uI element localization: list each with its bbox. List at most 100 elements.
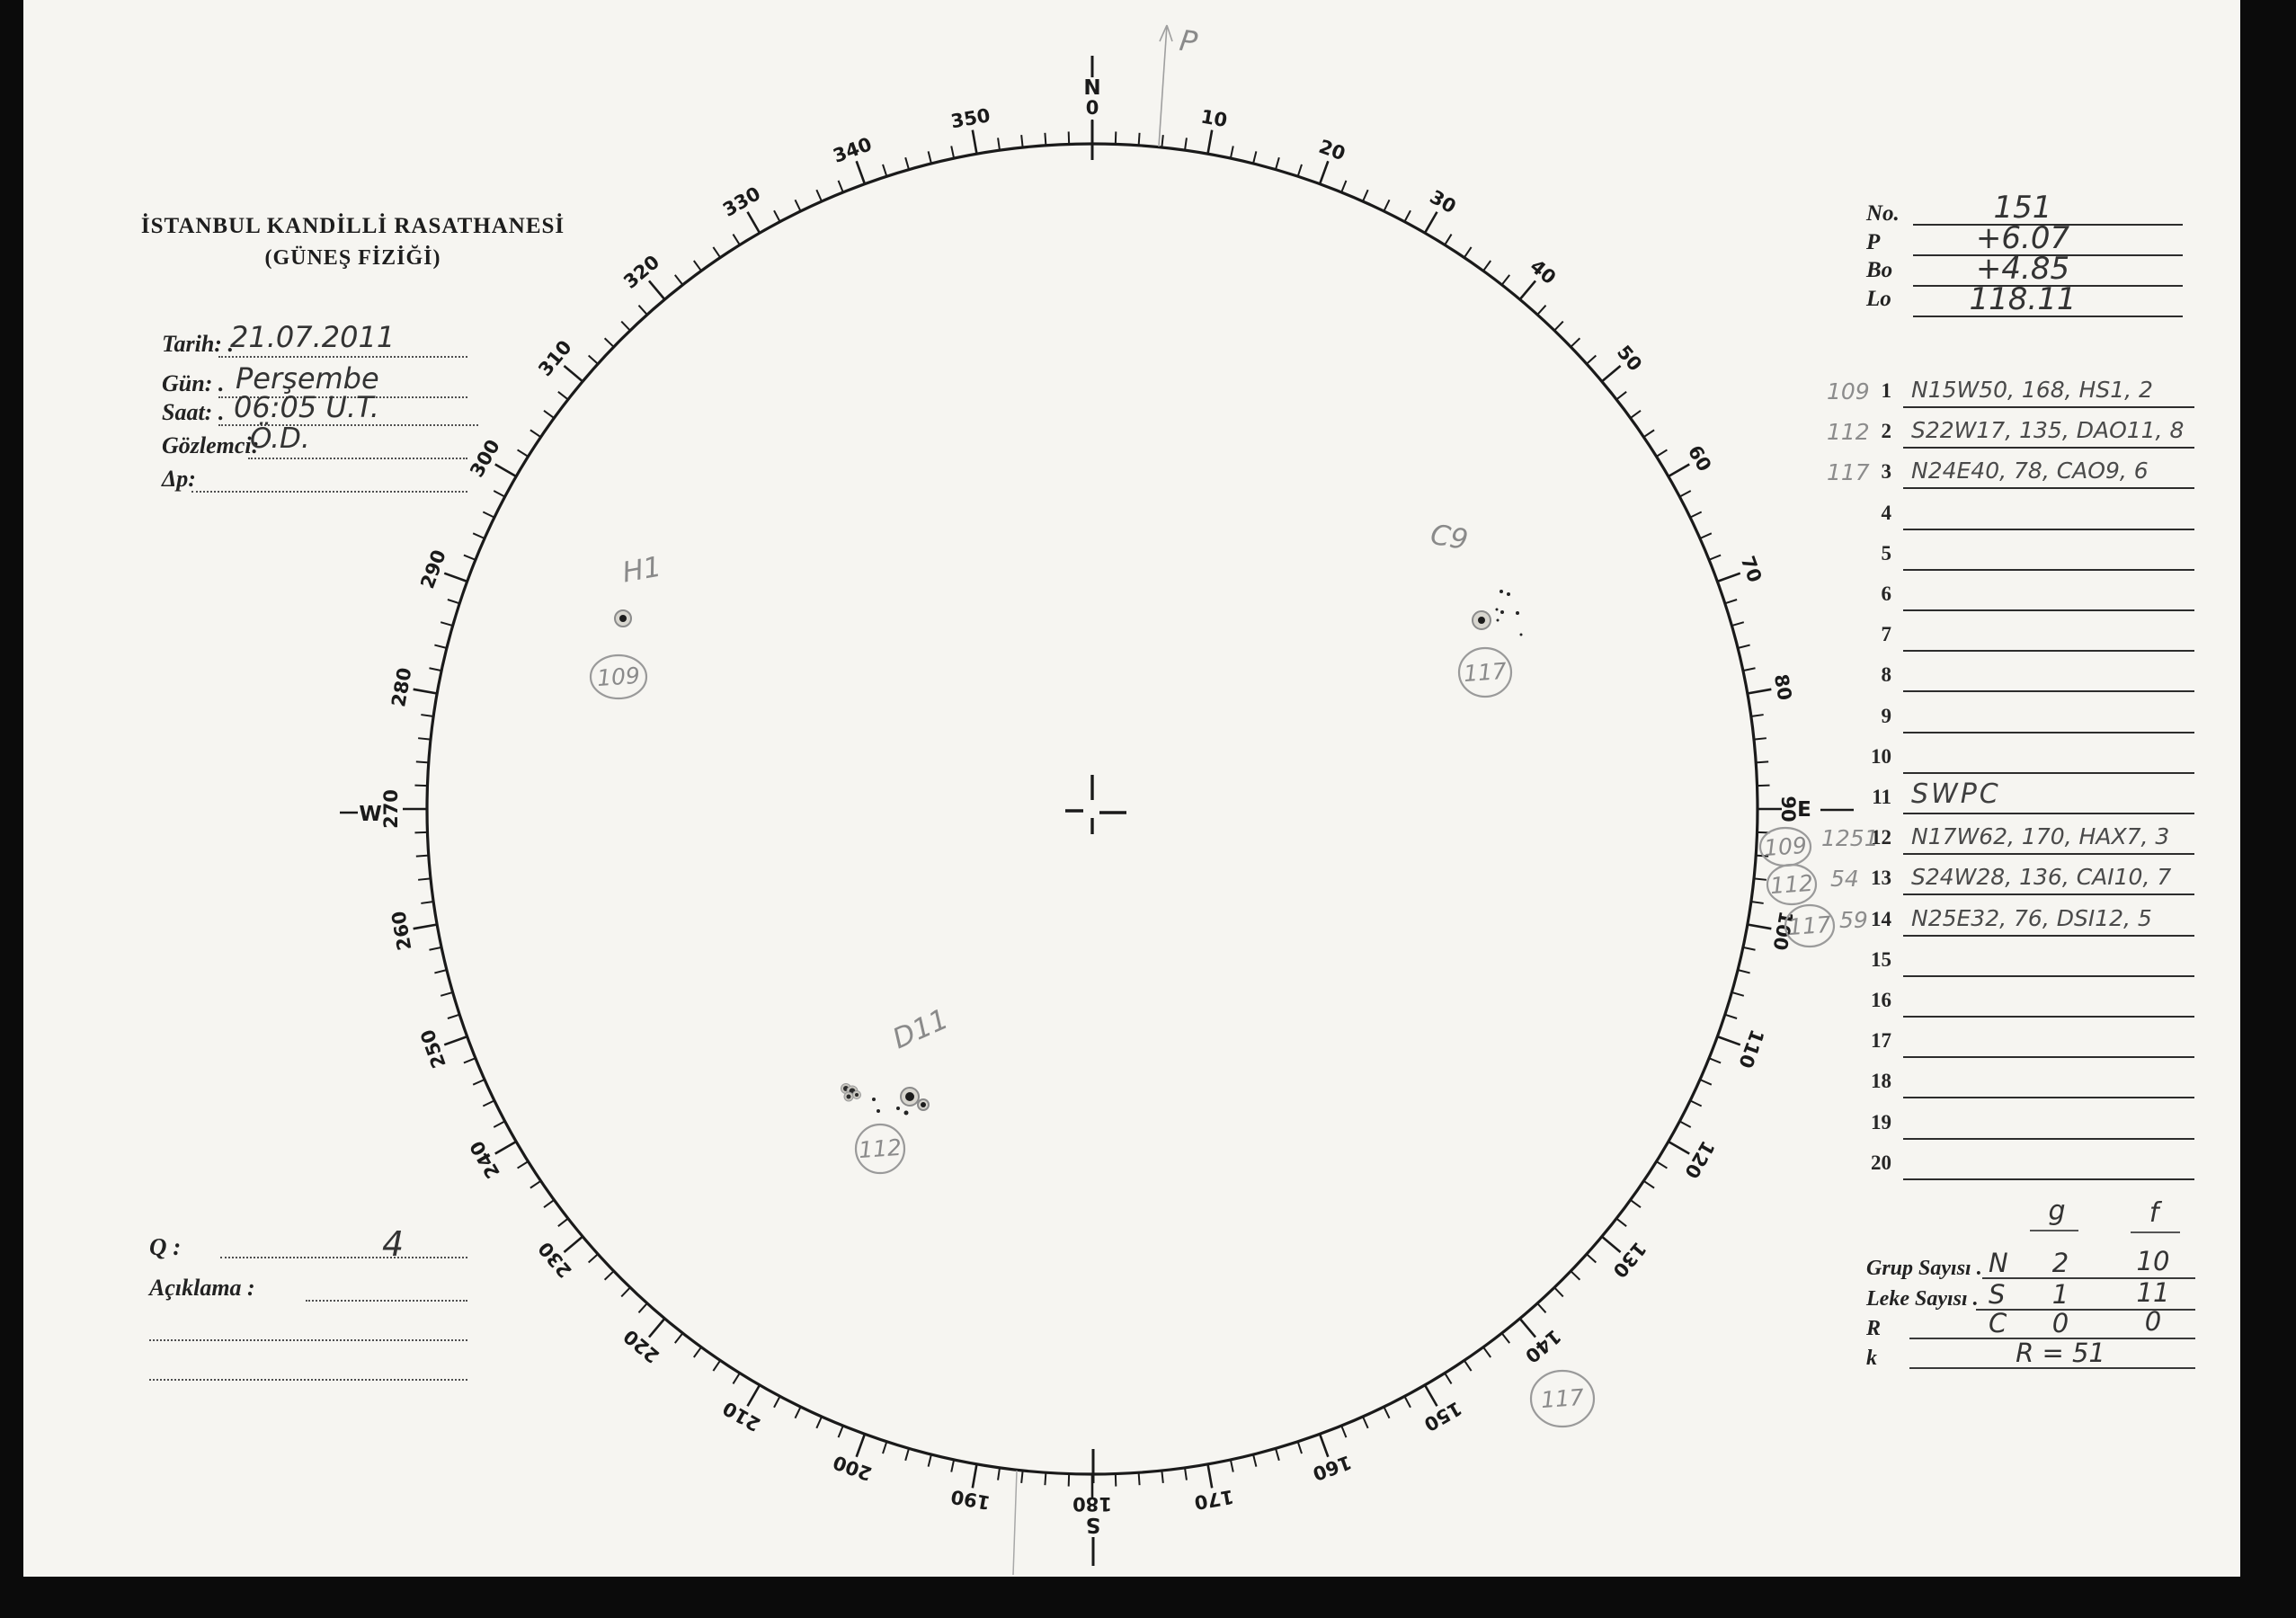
log-row-line-19	[1903, 1137, 2194, 1140]
dial-tick-354	[1020, 135, 1024, 148]
dial-label-90: 90	[1777, 796, 1799, 822]
group-117-umbra-0	[1478, 617, 1485, 624]
extra-circled-117-circle	[1529, 1369, 1596, 1428]
dial-tick-312	[587, 354, 599, 365]
dial-tick-320	[647, 280, 666, 300]
ephemeris-value-No.: 151	[1993, 190, 2052, 226]
log-row-line-13	[1903, 893, 2194, 896]
dial-tick-352	[997, 138, 1001, 151]
dial-tick-70	[1716, 572, 1741, 583]
summary-col-g-header: g	[2048, 1196, 2066, 1227]
dial-tick-134	[1570, 1270, 1581, 1281]
dial-label-60: 60	[1684, 441, 1715, 475]
dial-label-190: 190	[949, 1486, 992, 1514]
aciklama-line2	[149, 1339, 467, 1341]
dial-label-350: 350	[949, 104, 992, 132]
dial-tick-84	[1753, 737, 1766, 741]
summary-g-1: 1	[2051, 1279, 2069, 1310]
dial-label-210: 210	[719, 1397, 764, 1436]
dial-label-30: 30	[1426, 186, 1459, 218]
saat-line	[218, 424, 478, 426]
dial-tick-238	[517, 1160, 529, 1169]
dial-tick-262	[421, 900, 434, 904]
summary-line-1	[1976, 1309, 2195, 1311]
dial-label-20: 20	[1316, 136, 1348, 165]
dial-tick-24	[1362, 189, 1369, 202]
dial-tick-304	[530, 429, 542, 439]
p-axis-tail	[1012, 1470, 1018, 1576]
log-row-line-15	[1903, 974, 2194, 977]
dial-tick-254	[440, 991, 453, 997]
dial-label-280: 280	[387, 666, 415, 708]
dial-tick-292	[463, 554, 476, 561]
dial-tick-218	[674, 1332, 684, 1344]
dial-tick-216	[693, 1347, 702, 1358]
west-label: W	[359, 803, 381, 826]
log-row-region-14: 59	[1839, 906, 1868, 933]
extra-circled-117-number: 117	[1540, 1384, 1585, 1413]
dial-tick-202	[837, 1425, 844, 1438]
group-112-circle	[854, 1123, 906, 1175]
dial-tick-78	[1742, 667, 1756, 672]
dial-label-250: 250	[416, 1027, 450, 1071]
log-row-line-18	[1903, 1097, 2194, 1099]
dial-tick-204	[815, 1416, 823, 1429]
dial-tick-324	[693, 260, 702, 271]
dial-tick-132	[1586, 1253, 1597, 1264]
dial-tick-130	[1601, 1235, 1622, 1254]
summary-line-3	[1909, 1367, 2195, 1369]
dial-tick-236	[530, 1179, 542, 1189]
dial-tick-52	[1615, 391, 1627, 401]
dial-tick-252	[447, 1013, 460, 1019]
aciklama-line3	[149, 1379, 467, 1381]
log-row-number-4: 4	[1881, 501, 1892, 524]
dial-tick-256	[434, 969, 448, 974]
dial-tick-102	[1742, 946, 1756, 951]
dial-label-110: 110	[1734, 1027, 1768, 1071]
ephemeris-line	[1913, 224, 2183, 226]
dial-label-230: 230	[534, 1238, 576, 1282]
log-row-number-17: 17	[1871, 1029, 1891, 1053]
group-112-pore-2	[896, 1107, 900, 1110]
summary-col-f-header: f	[2149, 1197, 2159, 1229]
dial-tick-194	[927, 1454, 932, 1467]
dial-tick-294	[472, 532, 485, 539]
dp-label: Δp:	[162, 466, 196, 492]
group-112: D11 112	[841, 1003, 953, 1175]
dial-tick-108	[1724, 1013, 1738, 1019]
dial-tick-170	[1206, 1463, 1214, 1489]
dial-tick-72	[1724, 599, 1738, 605]
log-row-number-9: 9	[1881, 704, 1892, 727]
log-row-number-1: 1	[1881, 379, 1892, 402]
log-row-region-2: 112	[1827, 419, 1870, 446]
dial-tick-258	[429, 946, 442, 951]
p-arrow-shaft	[1158, 24, 1168, 147]
dial-tick-34	[1463, 246, 1473, 259]
log-row-circled-112-circle	[1766, 863, 1818, 906]
log-row-number-2: 2	[1881, 420, 1892, 443]
observatory-title: İSTANBUL KANDİLLİ RASATHANESİ (GÜNEŞ FİZ…	[126, 214, 580, 271]
dial-tick-74	[1731, 621, 1745, 627]
dial-tick-300	[494, 463, 517, 478]
dial-tick-242	[493, 1120, 506, 1128]
dial-tick-80	[1747, 688, 1772, 695]
dial-tick-222	[637, 1302, 648, 1314]
dial-tick-140	[1518, 1318, 1537, 1338]
dial-label-70: 70	[1737, 553, 1766, 585]
dial-tick-30	[1423, 211, 1438, 234]
dial-tick-118	[1678, 1120, 1692, 1128]
title-line1: İSTANBUL KANDİLLİ RASATHANESİ	[140, 214, 565, 238]
log-row-region-1: 109	[1827, 378, 1870, 404]
dial-tick-150	[1423, 1384, 1438, 1407]
dial-tick-58	[1656, 449, 1668, 458]
dial-label-310: 310	[534, 336, 576, 380]
log-row-number-7: 7	[1881, 623, 1892, 646]
dial-tick-66	[1699, 532, 1713, 539]
dial-tick-96	[1753, 877, 1766, 881]
dial-label-240: 240	[466, 1137, 504, 1182]
log-row-number-8: 8	[1881, 663, 1892, 687]
group-109-umbra-0	[619, 615, 627, 622]
south-label: S	[1086, 1513, 1101, 1536]
dial-tick-214	[712, 1359, 722, 1372]
dial-tick-318	[637, 304, 648, 316]
